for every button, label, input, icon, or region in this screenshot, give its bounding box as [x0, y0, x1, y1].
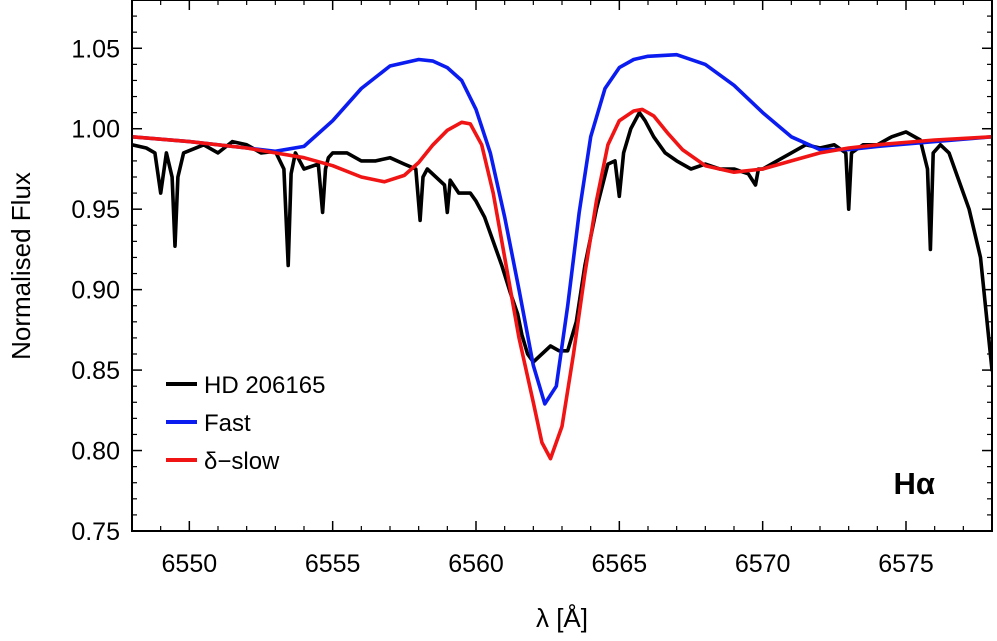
- y-tick-label: 0.80: [71, 438, 120, 466]
- series-line-1: [132, 52, 992, 406]
- y-tick-label: 1.00: [71, 116, 120, 144]
- x-tick-label: 6555: [305, 550, 361, 578]
- legend-label-2: δ−slow: [204, 448, 280, 475]
- series-line-2: [132, 107, 992, 461]
- x-tick-label: 6570: [735, 550, 791, 578]
- legend-label-0: HD 206165: [204, 372, 325, 399]
- legend: HD 206165 Fast δ−slow: [166, 372, 325, 475]
- legend-label-1: Fast: [204, 410, 251, 437]
- y-axis-title: Normalised Flux: [6, 172, 36, 360]
- series-layer: [132, 52, 992, 461]
- y-tick-label: 1.05: [71, 35, 120, 63]
- y-tick-label: 0.95: [71, 196, 120, 224]
- x-tick-label: 6565: [592, 550, 648, 578]
- y-tick-label: 0.75: [71, 518, 120, 546]
- y-tick-label: 0.90: [71, 277, 120, 305]
- x-axis-title: λ [Å]: [536, 603, 588, 633]
- x-tick-label: 6575: [878, 550, 934, 578]
- y-axis: 0.75 0.80 0.85 0.90 0.95 1.00 1.05: [71, 0, 992, 546]
- y-tick-label: 0.85: [71, 357, 120, 385]
- line-annotation: Hα: [894, 466, 935, 501]
- x-tick-label: 6550: [162, 550, 218, 578]
- x-tick-label: 6560: [448, 550, 504, 578]
- x-axis: 6550 6555 6560 6565 6570 6575: [131, 0, 993, 578]
